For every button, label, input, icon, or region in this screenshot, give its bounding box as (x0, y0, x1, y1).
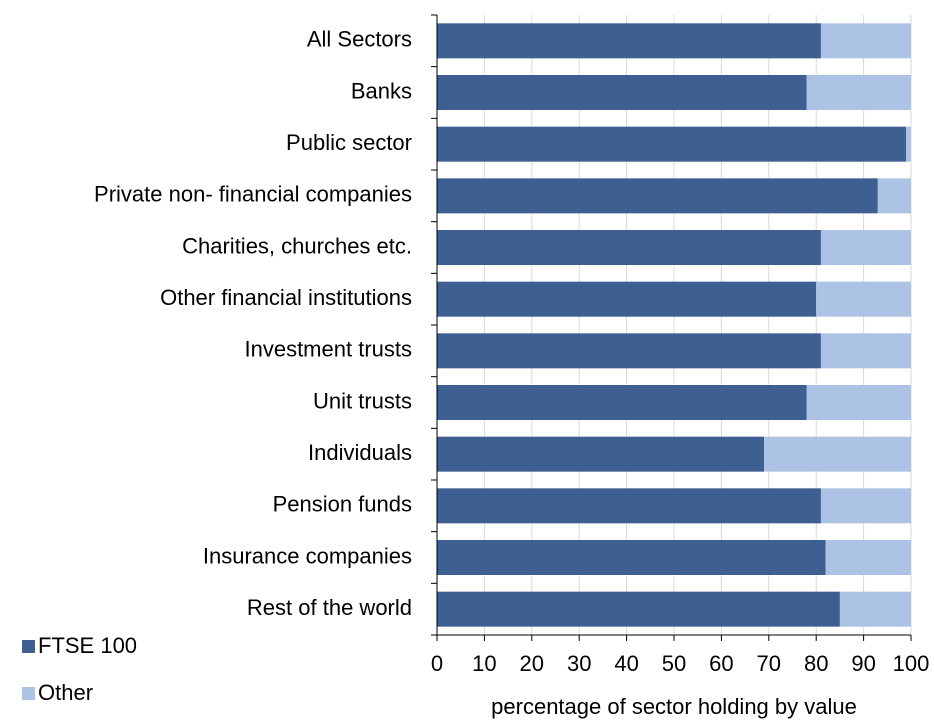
x-tick-label: 10 (472, 651, 496, 676)
bar-segment (806, 385, 911, 420)
bar-segment (437, 75, 807, 110)
legend-swatch (22, 687, 35, 700)
bar-segment (437, 540, 826, 575)
bar-segment (437, 333, 821, 369)
bar-segment (906, 126, 911, 162)
bar-segment (839, 591, 911, 627)
y-tick-label: Private non- financial companies (94, 182, 412, 207)
x-tick-label: 60 (709, 651, 733, 676)
y-tick-label: Insurance companies (203, 543, 412, 568)
x-tick-label: 20 (520, 651, 544, 676)
legend-label: Other (38, 680, 93, 705)
bar-segment (437, 281, 817, 317)
x-tick-label: 0 (431, 651, 443, 676)
bar-segment (877, 178, 911, 214)
bar-segment (825, 540, 911, 575)
x-axis-label: percentage of sector holding by value (491, 694, 857, 719)
x-tick-label: 80 (804, 651, 828, 676)
bar-segment (437, 385, 807, 420)
bar-segment (437, 488, 821, 524)
legend-swatch (22, 640, 35, 653)
bar-segment (806, 75, 911, 110)
y-tick-label: Pension funds (273, 492, 412, 517)
legend-label: FTSE 100 (38, 633, 137, 658)
y-tick-label: Rest of the world (247, 595, 412, 620)
bar-segment (820, 230, 911, 265)
bar-segment (437, 230, 821, 265)
y-tick-label: All Sectors (307, 27, 412, 52)
bar-segment (437, 436, 765, 472)
x-tick-label: 50 (662, 651, 686, 676)
x-tick-label: 40 (614, 651, 638, 676)
bar-segment (764, 436, 911, 472)
bar-segment (820, 23, 911, 59)
bar-segment (437, 126, 907, 162)
bar-segment (437, 178, 878, 214)
y-tick-label: Individuals (308, 440, 412, 465)
x-tick-label: 30 (567, 651, 591, 676)
bar-segment (437, 591, 840, 627)
bar-segment (437, 23, 821, 59)
y-tick-label: Unit trusts (313, 388, 412, 413)
y-tick-label: Investment trusts (244, 337, 412, 362)
bar-segment (816, 281, 911, 317)
bar-segment (820, 488, 911, 524)
y-tick-label: Public sector (286, 130, 412, 155)
x-tick-label: 90 (851, 651, 875, 676)
y-tick-label: Charities, churches etc. (182, 233, 412, 258)
x-tick-label: 70 (757, 651, 781, 676)
x-tick-label: 100 (893, 651, 930, 676)
y-tick-label: Other financial institutions (160, 285, 412, 310)
bar-segment (820, 333, 911, 369)
y-tick-label: Banks (351, 78, 412, 103)
